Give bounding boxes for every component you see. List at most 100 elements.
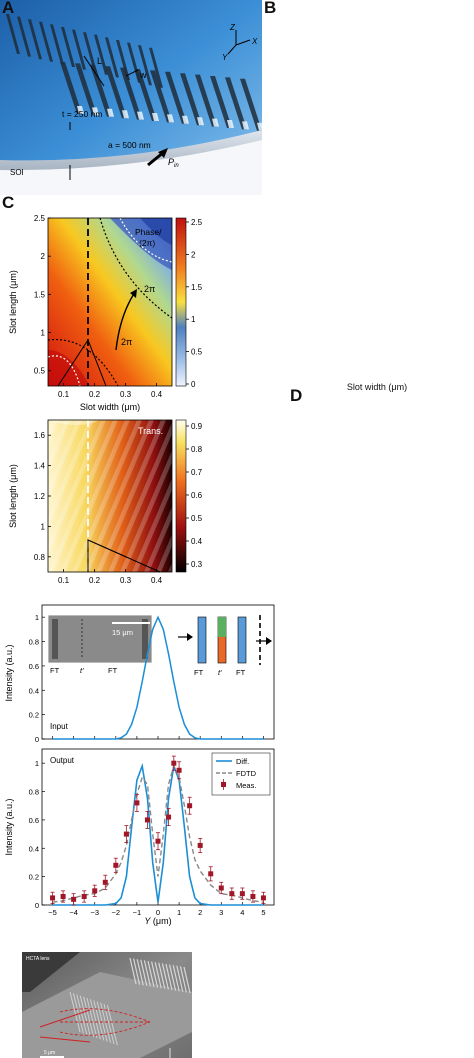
phase-xlabel: Slot width (μm) — [80, 402, 140, 412]
panel-b-letter: B — [264, 0, 277, 17]
slot — [150, 70, 172, 123]
inset-label-ft-right: FT — [108, 666, 118, 675]
inset-scale-label: 15 μm — [112, 628, 133, 637]
input-ylabel: Intensity (a.u.) — [4, 644, 14, 701]
schematic-label-t: t′ — [218, 668, 222, 677]
period-label: a = 500 nm — [108, 140, 151, 150]
slot — [225, 77, 247, 130]
meas-point — [155, 838, 161, 844]
sem-scale-label: 5 μm — [44, 1050, 55, 1056]
phase-region-low — [48, 350, 90, 386]
slot — [105, 66, 127, 119]
contour-label-2: 2π — [121, 337, 132, 347]
slot-highlight — [227, 120, 234, 128]
meas-point — [71, 896, 77, 902]
slot — [135, 69, 157, 121]
slot-highlight — [137, 111, 144, 120]
contour-2pi-lower — [48, 338, 119, 386]
trans-colorbar-ticks: 0.3 0.4 0.5 0.6 0.7 0.8 0.9 — [186, 422, 203, 569]
colorbar-tick-label: 0.4 — [191, 537, 203, 546]
y-tick-label: 1 — [35, 613, 39, 622]
slot-highlight — [212, 118, 219, 127]
phase-colorbar — [175, 217, 187, 387]
slot — [210, 76, 232, 128]
y-tick-label: 2 — [41, 252, 46, 261]
phase-label-line2: (2π) — [139, 238, 155, 248]
x-tick-label: 0.2 — [89, 576, 101, 585]
colorbar-tick-label: 1 — [191, 315, 196, 324]
y-tick-label: 1 — [35, 759, 39, 768]
sem-lens-label: HCTA lens — [26, 956, 50, 962]
output-xlabel: Y (μm) — [144, 916, 171, 926]
panel-b-maps: 2π 2π Phase/ (2π) 0.511.522.5 0.1 0.2 0.3 0… — [8, 214, 212, 585]
y-tick-label: 0.8 — [29, 638, 39, 647]
contour-label-1: 2π — [144, 284, 155, 294]
meas-point — [102, 879, 108, 885]
x-tick-label: −4 — [69, 908, 78, 917]
slot-highlight — [107, 108, 114, 117]
y-tick-label: 1.6 — [34, 431, 46, 440]
phase-region-max — [140, 218, 172, 245]
meas-point — [92, 888, 98, 894]
slot — [195, 74, 217, 127]
phase-x-ticks: 0.1 0.2 0.3 0.4 — [58, 383, 163, 399]
y-tick-label: 0.5 — [34, 367, 46, 376]
x-tick-label: 0.4 — [151, 576, 163, 585]
phase-y-ticks: 0.5 1 1.5 2 2.5 — [34, 214, 51, 376]
axis-z-label: Z — [229, 23, 236, 32]
slot — [165, 71, 187, 124]
x-tick-label: 0.4 — [151, 390, 163, 399]
colorbar-tick-label: 2 — [191, 250, 196, 259]
panel-d-sem-image: 5 μm HCTA lens — [22, 952, 192, 1058]
meas-point — [197, 842, 203, 848]
y-tick-label: 1.4 — [34, 462, 46, 471]
schematic-tprime-top — [218, 617, 226, 637]
schematic-ft-left — [197, 616, 207, 664]
y-tick-label: 0.8 — [34, 553, 46, 562]
x-tick-label: 0.2 — [89, 390, 101, 399]
x-tick-label: −3 — [90, 908, 99, 917]
meas-point — [250, 893, 256, 899]
slot — [240, 78, 262, 131]
meas-point — [187, 803, 193, 809]
y-tick-label: 2.5 — [34, 214, 46, 223]
meas-point — [144, 817, 150, 823]
x-tick-label: 0.1 — [58, 576, 70, 585]
legend-diff-label: Diff. — [236, 757, 249, 766]
y-tick-label: 0.6 — [29, 816, 39, 825]
slot — [90, 64, 112, 117]
phase-label-line1: Phase/ — [135, 227, 162, 237]
axis-x-label: X — [251, 37, 258, 46]
output-ylabel: Intensity (a.u.) — [4, 798, 14, 855]
y-tick-label: 0.4 — [29, 686, 39, 695]
slot-highlight — [92, 107, 99, 116]
meas-point — [113, 862, 119, 868]
inset-label-t: t′ — [80, 666, 84, 675]
stripe — [204, 420, 212, 572]
slot — [39, 21, 53, 62]
dim-L-line — [83, 55, 105, 87]
axis-y-label: Y — [222, 53, 228, 62]
phase-ylabel: Slot length (μm) — [8, 270, 18, 334]
inset-ft-left — [52, 619, 58, 659]
slot — [60, 62, 82, 114]
panel-c-plots: 15 μm FT t′ FT FT t′ FT Input 0 0.2 0.4 0.6… — [4, 604, 275, 926]
slot — [105, 37, 119, 78]
x-tick-label: −2 — [112, 908, 121, 917]
slot — [83, 32, 97, 73]
schematic-label-ft-right: FT — [236, 668, 246, 677]
trans-ylabel: Slot length (μm) — [8, 464, 18, 528]
inset-label-ft-left: FT — [50, 666, 60, 675]
sem-scale-bar — [40, 1056, 64, 1058]
panel-a-letter: A — [2, 0, 15, 17]
meas-point — [81, 893, 87, 899]
slot — [17, 16, 31, 57]
input-label: Input — [50, 722, 69, 731]
slot-highlight — [152, 113, 159, 121]
dim-w-line — [125, 69, 139, 77]
phase-colorbar-ticks: 0 0.5 1 1.5 2 2.5 — [186, 218, 203, 389]
slot — [72, 29, 86, 70]
colorbar-tick-label: 0.3 — [191, 560, 203, 569]
colorbar-tick-label: 0.9 — [191, 422, 203, 431]
meas-point — [229, 891, 235, 897]
